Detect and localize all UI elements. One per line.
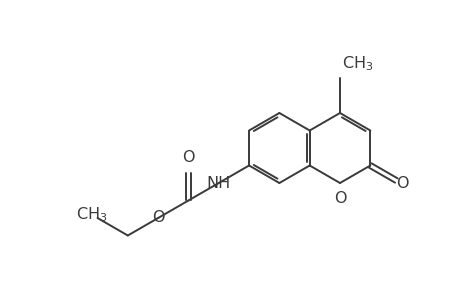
Text: NH: NH — [206, 176, 230, 190]
Text: O: O — [333, 191, 346, 206]
Text: O: O — [395, 176, 408, 191]
Text: O: O — [151, 211, 164, 226]
Text: CH$_3$: CH$_3$ — [76, 205, 107, 224]
Text: CH$_3$: CH$_3$ — [341, 54, 373, 73]
Text: O: O — [182, 149, 194, 164]
